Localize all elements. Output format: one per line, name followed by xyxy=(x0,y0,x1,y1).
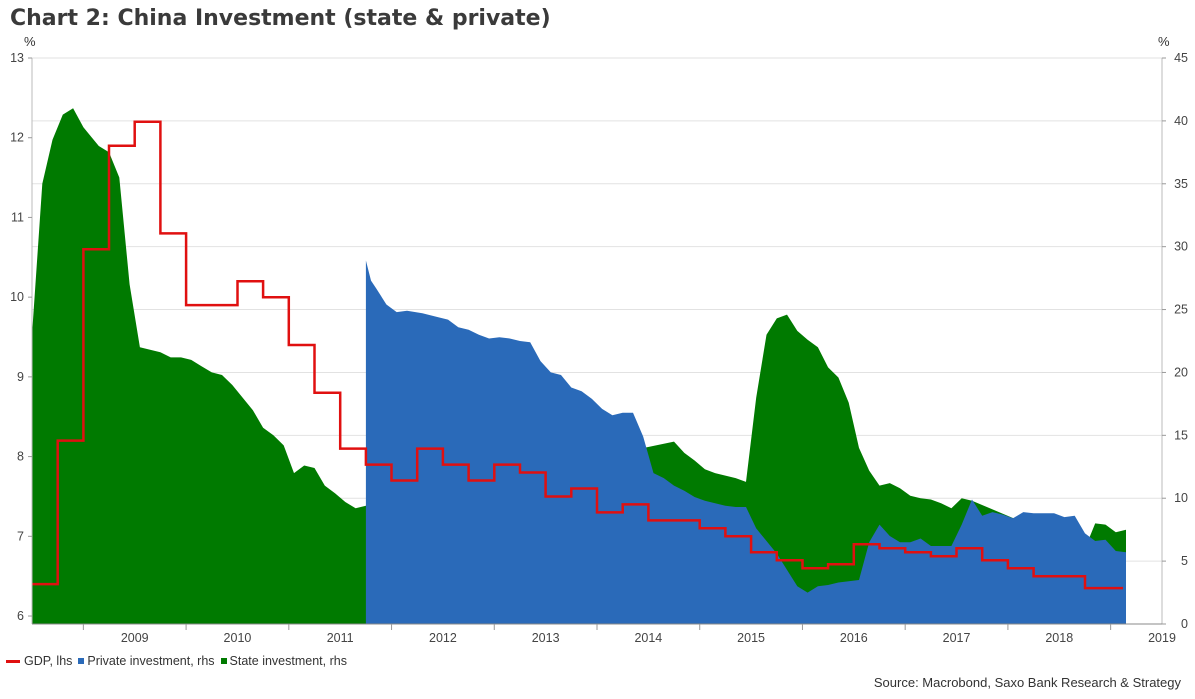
chart-plot: 6 7 8 9 10 11 12 13 0 5 10 15 20 25 30 35 40 45 2009 2010 20… xyxy=(10,51,1188,645)
right-tick-label-3: 15 xyxy=(1174,428,1188,442)
right-tick-label-2: 10 xyxy=(1174,491,1188,505)
right-tick-label-0: 0 xyxy=(1181,617,1188,631)
left-axis-unit: % xyxy=(24,34,36,49)
x-tick-label-2019: 2019 xyxy=(1148,631,1176,645)
right-axis-unit: % xyxy=(1158,34,1170,49)
right-tick-label-9: 45 xyxy=(1174,51,1188,65)
x-tick-label-2011: 2011 xyxy=(327,631,354,645)
left-tick-label-2: 8 xyxy=(17,450,24,464)
right-tick-label-7: 35 xyxy=(1174,177,1188,191)
chart-title: Chart 2: China Investment (state & priva… xyxy=(10,6,551,31)
right-tick-label-8: 40 xyxy=(1174,114,1188,128)
legend-swatch-gdp xyxy=(6,659,20,663)
x-tick-label-2018: 2018 xyxy=(1045,631,1073,645)
right-tick-label-4: 20 xyxy=(1174,365,1188,379)
legend-swatch-private xyxy=(78,658,85,664)
x-tick-label-2014: 2014 xyxy=(634,631,662,645)
legend-item-state: State investment, rhs xyxy=(220,654,347,668)
legend-item-gdp: GDP, lhs xyxy=(6,654,72,668)
x-tick-label-2013: 2013 xyxy=(532,631,560,645)
source-note: Source: Macrobond, Saxo Bank Research & … xyxy=(873,675,1181,690)
x-tick-label-2010: 2010 xyxy=(224,631,252,645)
left-tick-label-0: 6 xyxy=(17,609,24,623)
right-tick-label-1: 5 xyxy=(1181,554,1188,568)
x-tick-label-2017: 2017 xyxy=(943,631,971,645)
legend-swatch-state xyxy=(220,658,227,664)
legend-label-private: Private investment, rhs xyxy=(87,654,215,668)
x-tick-label-2012: 2012 xyxy=(429,631,457,645)
legend-label-gdp: GDP, lhs xyxy=(24,654,73,668)
left-tick-label-3: 9 xyxy=(17,370,24,384)
left-tick-label-5: 11 xyxy=(11,210,24,224)
legend-label-state: State investment, rhs xyxy=(229,654,347,668)
x-tick-label-2015: 2015 xyxy=(737,631,765,645)
left-tick-label-1: 7 xyxy=(17,529,24,543)
x-tick-label-2009: 2009 xyxy=(121,631,149,645)
series-area-private-investment xyxy=(365,260,1126,624)
legend: GDP, lhs Private investment, rhs State i… xyxy=(6,654,353,668)
left-tick-label-7: 13 xyxy=(10,51,24,65)
right-tick-label-5: 25 xyxy=(1174,303,1188,317)
right-tick-label-6: 30 xyxy=(1174,240,1188,254)
series-line-gdp xyxy=(32,120,1123,590)
x-tick-label-2016: 2016 xyxy=(840,631,868,645)
left-tick-label-4: 10 xyxy=(10,290,24,304)
legend-item-private: Private investment, rhs xyxy=(78,654,215,668)
series-area-state-investment xyxy=(32,108,1126,625)
left-tick-label-6: 12 xyxy=(10,131,24,145)
